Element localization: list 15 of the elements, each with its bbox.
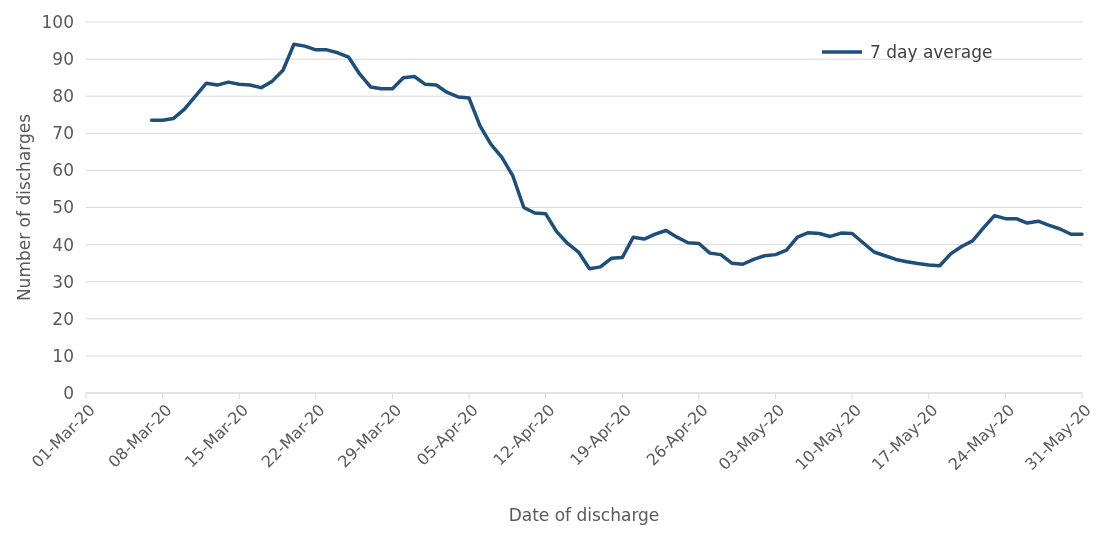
y-tick-label: 10 [52,345,74,366]
y-tick-label: 100 [41,11,74,32]
line-series [149,42,1084,271]
y-tick-label: 80 [52,86,74,107]
y-tick-label: 50 [52,197,74,218]
y-tick-label: 30 [52,271,74,292]
y-tick-label: 20 [52,308,74,329]
y-tick-label: 0 [63,382,74,403]
y-tick-label: 40 [52,234,74,255]
y-axis-title: Number of discharges [14,113,34,302]
legend-label: 7 day average [870,41,993,62]
y-tick-label: 90 [52,49,74,70]
x-axis-title: Date of discharge [508,505,660,525]
y-tick-label: 60 [52,160,74,181]
y-tick-label: 70 [52,123,74,144]
